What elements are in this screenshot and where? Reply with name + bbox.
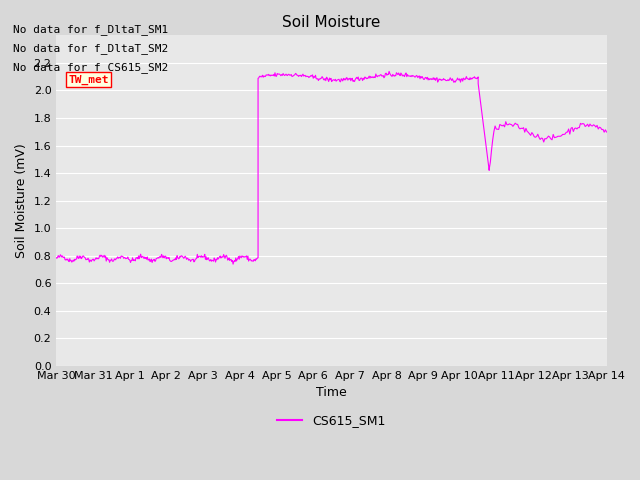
Title: Soil Moisture: Soil Moisture xyxy=(282,15,381,30)
X-axis label: Time: Time xyxy=(316,386,347,399)
Text: TW_met: TW_met xyxy=(68,74,109,84)
Text: No data for f_DltaT_SM1: No data for f_DltaT_SM1 xyxy=(13,24,168,35)
Text: No data for f_DltaT_SM2: No data for f_DltaT_SM2 xyxy=(13,43,168,54)
Y-axis label: Soil Moisture (mV): Soil Moisture (mV) xyxy=(15,143,28,258)
Legend: CS615_SM1: CS615_SM1 xyxy=(272,409,390,432)
Text: No data for f_CS615_SM2: No data for f_CS615_SM2 xyxy=(13,62,168,73)
